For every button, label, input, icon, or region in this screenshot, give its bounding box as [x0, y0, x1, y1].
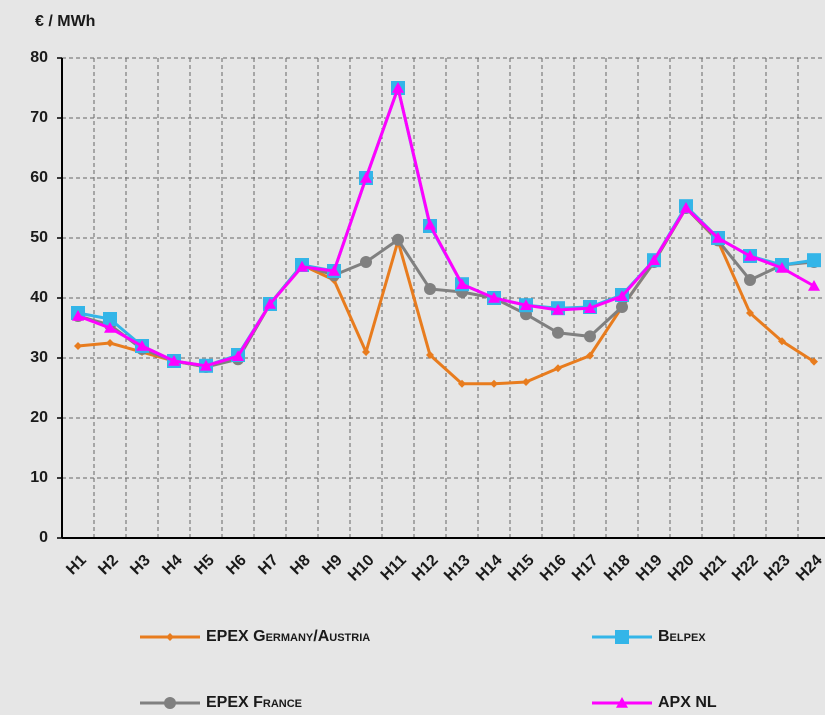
marker [615, 630, 629, 644]
legend-label: EPEX France [206, 694, 302, 711]
marker [103, 312, 117, 326]
marker [72, 310, 84, 321]
marker [458, 379, 466, 388]
marker [328, 265, 340, 276]
marker [522, 378, 530, 386]
marker [164, 697, 176, 709]
y-axis-label: € / MWh [35, 13, 95, 30]
marker [200, 359, 212, 371]
marker [552, 304, 564, 315]
marker [392, 233, 404, 246]
marker [360, 256, 372, 268]
y-tick-label: 70 [30, 109, 48, 126]
marker [106, 339, 114, 347]
marker [424, 218, 436, 230]
marker [456, 278, 468, 289]
marker [166, 633, 174, 641]
marker [74, 342, 82, 350]
marker [360, 172, 372, 183]
marker [520, 299, 532, 310]
marker [616, 290, 628, 301]
marker [616, 697, 628, 708]
marker [776, 262, 788, 273]
y-tick-label: 30 [30, 349, 48, 366]
y-tick-label: 20 [30, 409, 48, 426]
marker [807, 253, 821, 268]
legend-label: APX NL [658, 694, 717, 711]
marker [744, 274, 756, 286]
marker [136, 340, 148, 351]
marker [426, 351, 434, 359]
y-tick-label: 0 [39, 529, 48, 546]
marker [746, 309, 754, 317]
y-tick-label: 60 [30, 169, 48, 186]
marker [744, 250, 756, 261]
marker [488, 292, 500, 303]
marker [778, 337, 786, 346]
legend-label: EPEX Germany/Austria [206, 628, 370, 645]
marker [552, 326, 564, 339]
marker [810, 357, 818, 366]
marker [808, 280, 820, 291]
y-tick-label: 40 [30, 289, 48, 306]
marker [490, 379, 498, 388]
marker [680, 202, 692, 213]
marker [584, 330, 596, 343]
legend-label: Belpex [658, 628, 706, 645]
marker [648, 254, 660, 265]
y-tick-label: 50 [30, 229, 48, 246]
marker [296, 260, 308, 272]
marker [586, 351, 594, 360]
marker [584, 302, 596, 313]
marker [264, 298, 276, 309]
marker [554, 364, 562, 373]
marker [616, 301, 628, 313]
marker [392, 82, 404, 93]
series-line [77, 82, 815, 368]
y-tick-label: 10 [30, 469, 48, 486]
marker [362, 348, 370, 356]
marker [712, 232, 724, 243]
marker [232, 350, 244, 361]
marker [168, 355, 180, 366]
marker [104, 322, 116, 333]
marker [424, 283, 436, 295]
y-tick-label: 80 [30, 49, 48, 66]
